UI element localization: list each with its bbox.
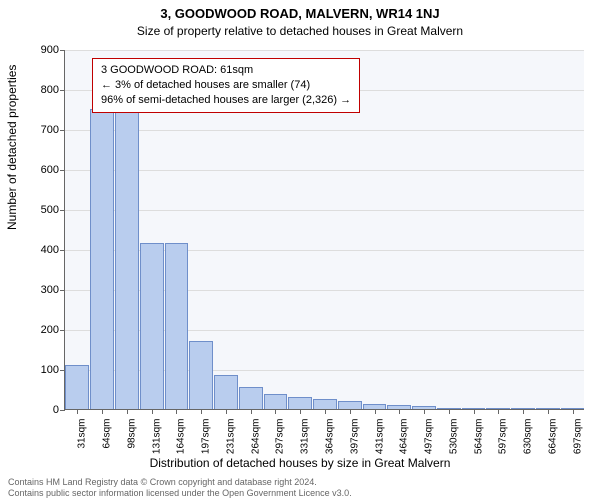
bar [214,375,238,409]
xtick-mark [548,409,549,414]
ytick-mark [60,170,65,171]
xtick-label: 397sqm [349,419,360,455]
footer-attribution: Contains HM Land Registry data © Crown c… [8,477,352,498]
xtick-label: 331sqm [300,419,311,455]
ytick-mark [60,130,65,131]
ytick-mark [60,50,65,51]
ytick-label: 900 [41,44,59,56]
xtick-label: 497sqm [424,419,435,455]
ytick-mark [60,90,65,91]
ytick-mark [60,290,65,291]
property-size-chart: 3, GOODWOOD ROAD, MALVERN, WR14 1NJ Size… [0,0,600,500]
chart-title-secondary: Size of property relative to detached ho… [0,24,600,38]
bar [313,399,337,409]
xtick-label: 630sqm [523,419,534,455]
xtick-mark [77,409,78,414]
ytick-label: 100 [41,364,59,376]
xtick-mark [226,409,227,414]
y-axis-label: Number of detached properties [5,65,19,230]
bar [65,365,89,409]
xtick-label: 564sqm [473,419,484,455]
xtick-mark [325,409,326,414]
annotation-line: 3 GOODWOOD ROAD: 61sqm [101,63,351,78]
bar [338,401,362,409]
xtick-mark [300,409,301,414]
xtick-label: 98sqm [126,419,137,449]
xtick-mark [152,409,153,414]
ytick-label: 200 [41,324,59,336]
xtick-mark [523,409,524,414]
bar [90,109,114,409]
xtick-mark [474,409,475,414]
bar [189,341,213,409]
ytick-mark [60,370,65,371]
xtick-label: 530sqm [448,419,459,455]
annotation-line: ← 3% of detached houses are smaller (74) [101,78,351,93]
bar [239,387,263,409]
xtick-mark [449,409,450,414]
xtick-mark [424,409,425,414]
ytick-label: 500 [41,204,59,216]
xtick-label: 697sqm [572,419,583,455]
xtick-label: 664sqm [547,419,558,455]
bar [288,397,312,409]
xtick-label: 131sqm [151,419,162,455]
ytick-label: 400 [41,244,59,256]
xtick-mark [102,409,103,414]
xtick-mark [127,409,128,414]
footer-line: Contains public sector information licen… [8,488,352,498]
xtick-label: 431sqm [374,419,385,455]
ytick-mark [60,410,65,411]
ytick-mark [60,250,65,251]
ytick-label: 600 [41,164,59,176]
xtick-mark [176,409,177,414]
annotation-box: 3 GOODWOOD ROAD: 61sqm ← 3% of detached … [92,58,360,113]
ytick-mark [60,330,65,331]
bar [165,243,189,409]
xtick-mark [498,409,499,414]
xtick-label: 297sqm [275,419,286,455]
footer-line: Contains HM Land Registry data © Crown c… [8,477,352,487]
xtick-label: 597sqm [498,419,509,455]
chart-title-primary: 3, GOODWOOD ROAD, MALVERN, WR14 1NJ [0,6,600,21]
xtick-label: 31sqm [77,419,88,449]
xtick-mark [201,409,202,414]
xtick-label: 231sqm [225,419,236,455]
ytick-mark [60,210,65,211]
ytick-label: 300 [41,284,59,296]
bar [115,109,139,409]
ytick-label: 800 [41,84,59,96]
annotation-line: 96% of semi-detached houses are larger (… [101,93,351,108]
bar [264,394,288,409]
xtick-label: 364sqm [325,419,336,455]
xtick-label: 164sqm [176,419,187,455]
xtick-mark [275,409,276,414]
xtick-label: 64sqm [102,419,113,449]
bar [140,243,164,409]
ytick-label: 700 [41,124,59,136]
x-axis-label: Distribution of detached houses by size … [0,456,600,470]
xtick-mark [251,409,252,414]
xtick-label: 197sqm [201,419,212,455]
xtick-mark [375,409,376,414]
xtick-label: 464sqm [399,419,410,455]
xtick-mark [350,409,351,414]
xtick-label: 264sqm [250,419,261,455]
ytick-label: 0 [53,404,59,416]
xtick-mark [399,409,400,414]
xtick-mark [573,409,574,414]
